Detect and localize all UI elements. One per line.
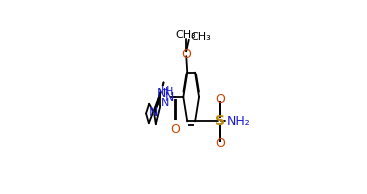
Text: O: O — [181, 48, 191, 61]
Text: N: N — [149, 106, 159, 119]
Text: CH₃: CH₃ — [176, 30, 197, 40]
Text: NH₂: NH₂ — [226, 115, 250, 128]
Text: N: N — [156, 87, 166, 100]
Text: H: H — [165, 87, 173, 97]
Text: O: O — [215, 93, 225, 106]
Text: O: O — [170, 122, 180, 136]
Text: S: S — [215, 114, 225, 128]
Text: CH₃: CH₃ — [190, 32, 211, 42]
Text: N: N — [164, 91, 174, 105]
Text: H
N: H N — [161, 86, 170, 108]
Text: O: O — [215, 137, 225, 150]
